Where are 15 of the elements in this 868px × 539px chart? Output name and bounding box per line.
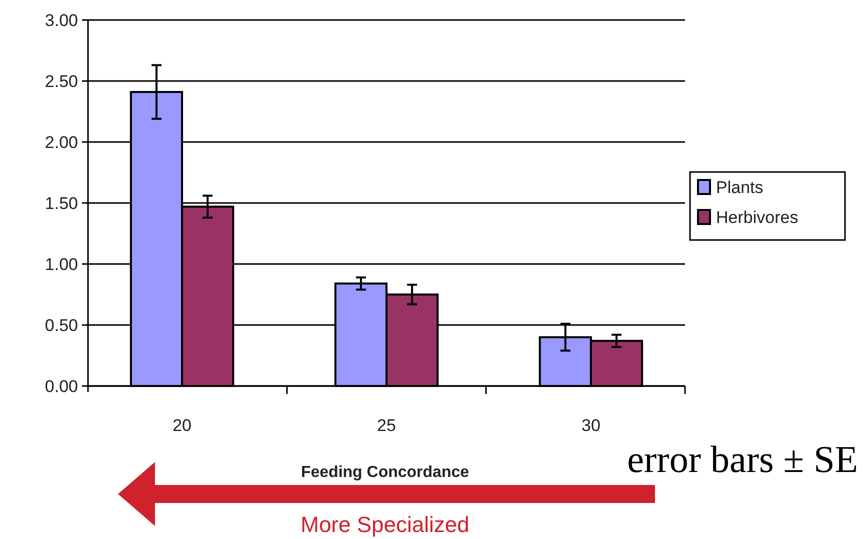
text: error bars ± SE [627,439,858,481]
y-tick-label: 0.50 [44,316,78,335]
text: More Specialized [300,512,470,537]
legend-label: Plants [716,178,764,197]
y-tick-label: 1.00 [44,254,78,274]
x-tick-label: 30 [581,416,600,435]
x-tick-label: 25 [377,416,396,435]
x-tick-label: 20 [172,416,192,435]
y-tick-label: 2.50 [44,72,78,91]
y-tick-label: 1.50 [44,194,78,213]
legend-label: Herbivores [716,208,798,227]
y-tick-label: 3.00 [44,10,78,30]
y-tick-label: 0.00 [44,376,78,396]
x-axis-title: Feeding Concordance [300,464,470,481]
y-tick-label: 2.00 [44,132,78,152]
